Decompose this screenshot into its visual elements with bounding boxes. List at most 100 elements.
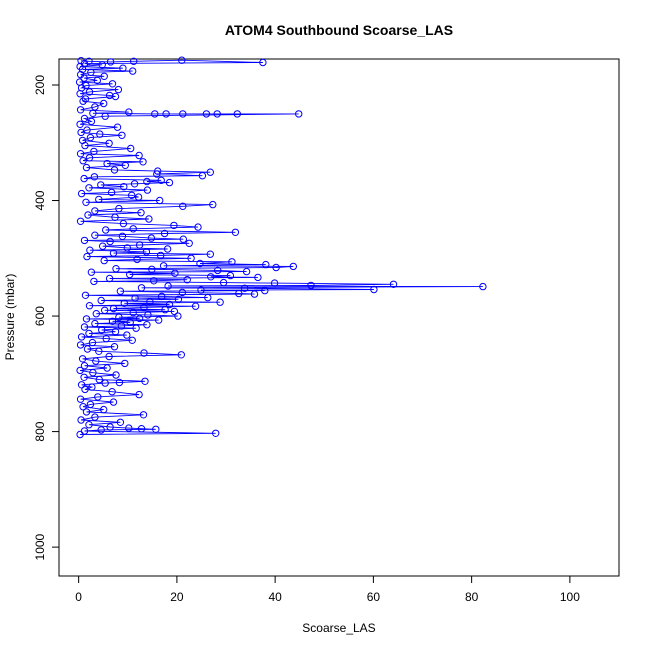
- data-point: [87, 117, 96, 126]
- data-point: [125, 108, 133, 116]
- data-point: [207, 273, 215, 281]
- data-point: [80, 323, 89, 331]
- data-point: [107, 188, 116, 197]
- data-point: [123, 244, 132, 252]
- data-point: [148, 265, 156, 273]
- data-point: [177, 351, 186, 359]
- data-point: [135, 151, 143, 160]
- data-point: [254, 273, 262, 282]
- data-point: [135, 241, 144, 249]
- data-point: [95, 375, 104, 384]
- data-point: [114, 85, 123, 94]
- data-point: [147, 234, 156, 242]
- data-point: [87, 68, 95, 77]
- data-point: [76, 395, 85, 403]
- data-point: [82, 408, 91, 416]
- data-point: [194, 223, 202, 231]
- data-point: [259, 58, 267, 67]
- data-point: [118, 131, 126, 140]
- data-point: [95, 347, 103, 355]
- data-point: [117, 322, 126, 330]
- data-point: [100, 72, 108, 81]
- chart-title: ATOM4 Southbound Scoarse_LAS: [225, 22, 453, 38]
- x-axis: 0 20 40 60 80 100: [75, 576, 580, 604]
- data-point: [160, 229, 169, 238]
- data-point: [80, 174, 88, 183]
- data-point: [154, 167, 162, 175]
- data-point: [86, 400, 95, 409]
- data-point: [113, 123, 122, 131]
- x-tick-label: 80: [465, 590, 479, 604]
- data-point: [81, 291, 90, 299]
- data-point: [123, 331, 131, 339]
- data-point: [178, 56, 186, 64]
- data-point: [76, 106, 85, 114]
- data-point: [307, 281, 315, 290]
- data-point: [125, 424, 133, 432]
- data-point: [80, 373, 88, 381]
- data-point: [156, 196, 164, 205]
- data-point: [108, 317, 117, 325]
- data-point: [80, 74, 88, 82]
- data-point: [79, 403, 87, 411]
- data-point: [272, 263, 280, 272]
- data-point: [102, 226, 110, 234]
- y-tick-label: 200: [33, 75, 47, 95]
- data-point: [95, 195, 103, 204]
- y-tick-label: 400: [33, 190, 47, 210]
- x-tick-label: 100: [560, 590, 580, 604]
- data-point: [140, 303, 148, 312]
- data-point: [90, 173, 99, 181]
- data-point: [119, 64, 127, 72]
- data-point: [85, 421, 93, 429]
- data-point: [128, 191, 136, 200]
- data-point: [80, 427, 89, 435]
- data-point: [261, 286, 269, 295]
- data-point: [110, 343, 119, 351]
- data-point: [250, 290, 259, 298]
- data-point: [212, 429, 220, 437]
- data-point: [106, 237, 114, 246]
- x-axis-label: Scoarse_LAS: [302, 621, 375, 635]
- data-point: [187, 254, 195, 262]
- data-point: [111, 328, 120, 336]
- data-point: [97, 181, 105, 189]
- data-point: [85, 329, 93, 338]
- data-point: [145, 215, 153, 223]
- x-tick-label: 0: [75, 590, 82, 604]
- data-point: [179, 202, 187, 211]
- x-tick-label: 60: [367, 590, 381, 604]
- data-point: [159, 262, 168, 270]
- data-point: [79, 157, 87, 165]
- data-point: [112, 265, 120, 273]
- data-point: [228, 258, 236, 266]
- data-point: [99, 242, 107, 250]
- data-point: [112, 371, 120, 379]
- data-point: [77, 416, 85, 424]
- data-point: [370, 285, 378, 294]
- data-point: [109, 304, 118, 313]
- data-point: [140, 349, 148, 357]
- data-point: [109, 249, 118, 257]
- x-tick-label: 40: [268, 590, 282, 604]
- data-point: [183, 276, 191, 284]
- data-point: [133, 255, 141, 264]
- data-point: [91, 413, 99, 421]
- data-point: [231, 228, 240, 237]
- data-point: [389, 280, 398, 288]
- data-point: [111, 92, 120, 101]
- data-point: [132, 324, 140, 332]
- data-point: [77, 189, 86, 198]
- data-point: [137, 209, 145, 217]
- data-point: [141, 377, 149, 385]
- data-point: [86, 133, 95, 142]
- y-tick-label: 800: [33, 421, 47, 441]
- data-point: [137, 284, 146, 292]
- data-point: [105, 274, 114, 283]
- data-point: [81, 385, 89, 394]
- data-point: [100, 99, 108, 108]
- data-point: [82, 81, 90, 90]
- y-tick-label: 1000: [33, 533, 47, 560]
- data-point: [241, 284, 249, 292]
